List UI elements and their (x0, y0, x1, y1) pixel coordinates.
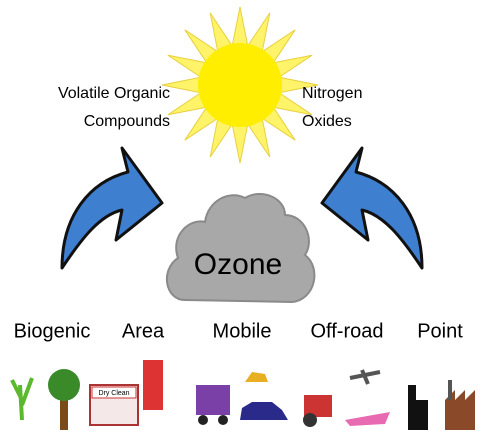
car-icon (240, 402, 288, 420)
ozone-label: Ozone (194, 248, 282, 281)
wheel (198, 415, 208, 425)
pump-icon (143, 360, 163, 410)
sun-core (198, 43, 282, 127)
moto-icon (245, 372, 268, 382)
left-label: Volatile Organic (58, 85, 170, 102)
source-label: Area (122, 320, 165, 342)
tree-crown (48, 369, 80, 401)
factory-icon (408, 385, 428, 430)
right-label: Nitrogen (302, 85, 362, 102)
right-arrow (322, 148, 422, 268)
source-label: Biogenic (14, 320, 91, 342)
truck-icon (196, 385, 230, 415)
source-label: Off-road (311, 320, 384, 342)
right-label: Oxides (302, 113, 352, 130)
wheel (218, 415, 228, 425)
left-label: Compounds (84, 113, 170, 130)
store-sign-text: Dry Clean (98, 390, 129, 397)
source-label: Mobile (213, 320, 272, 342)
wheel (303, 413, 317, 427)
left-arrow (62, 148, 162, 268)
source-labels: Biogenic Area Mobile Off-road Point (14, 320, 464, 342)
smokestack (448, 380, 452, 400)
boat-icon (345, 412, 390, 426)
icons: Dry Clean (12, 360, 475, 430)
plant-icon (12, 378, 32, 420)
source-label: Point (417, 320, 463, 342)
diagram: Volatile Organic Compounds Nitrogen Oxid… (0, 0, 484, 442)
sun (162, 7, 318, 163)
plane-icon (350, 370, 380, 384)
